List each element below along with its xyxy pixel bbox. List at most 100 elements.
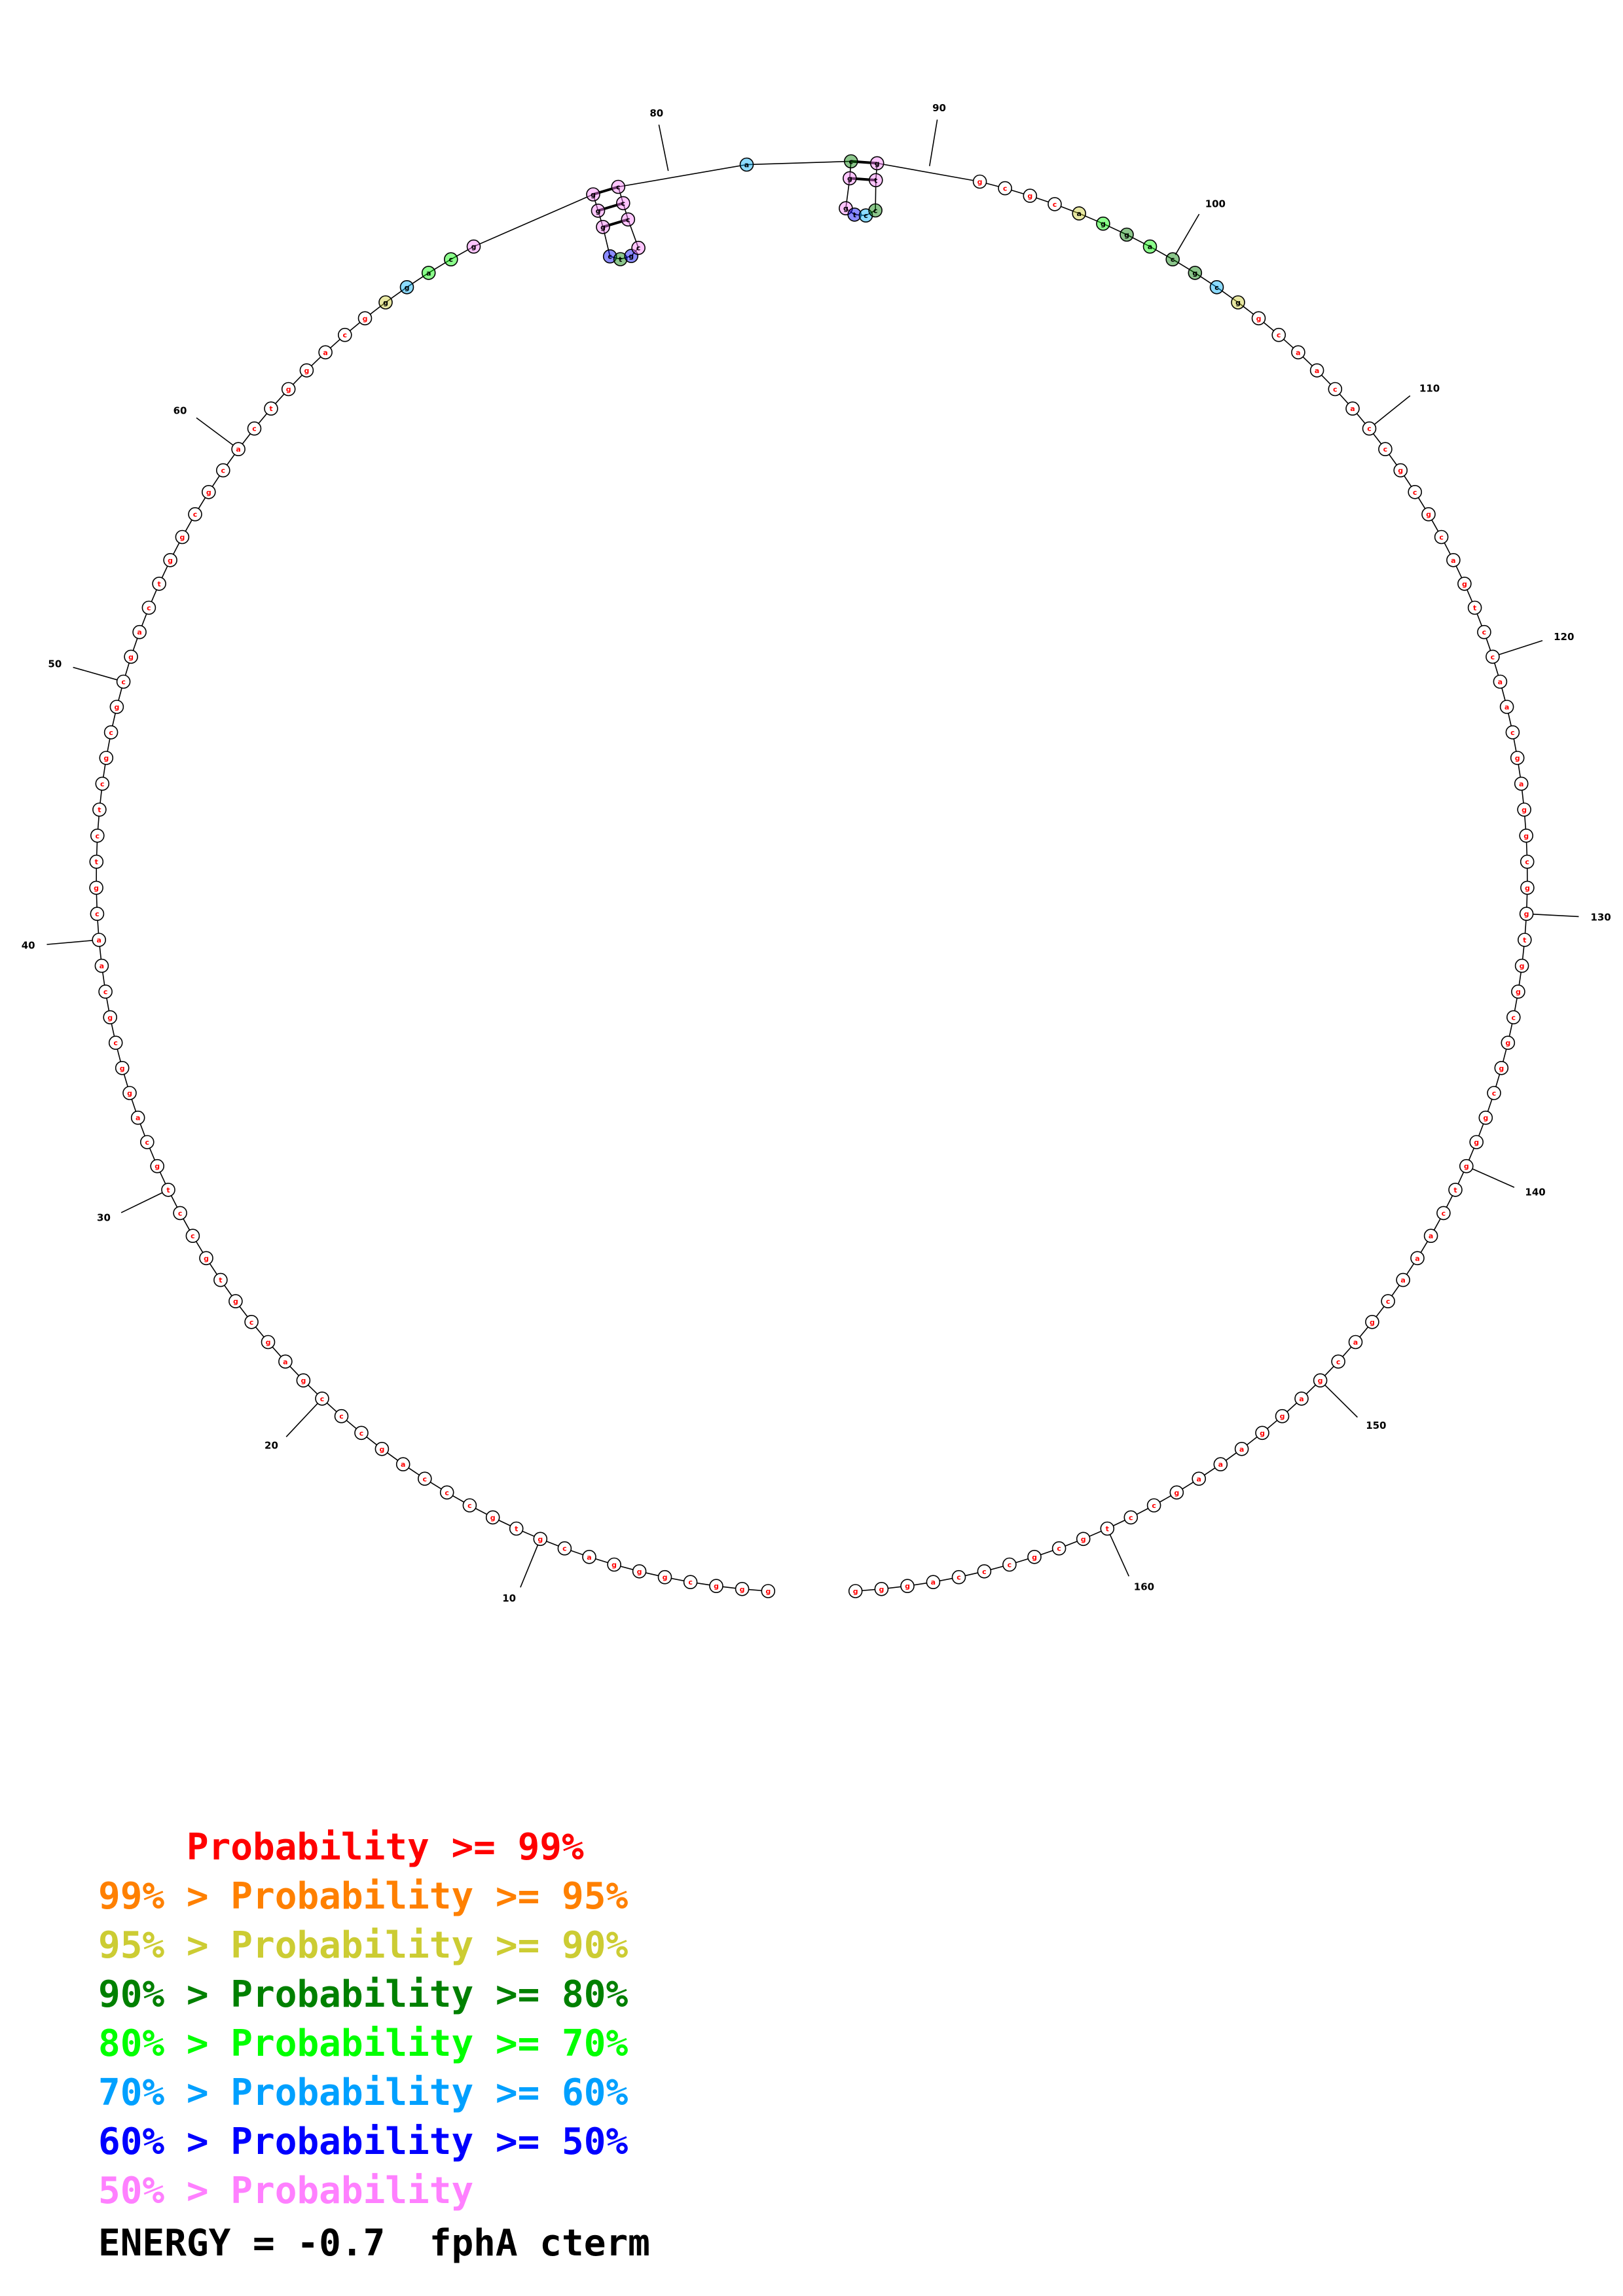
nucleotide-letter: g [114,703,119,711]
nucleotide-circle [1393,463,1408,478]
nucleotide: a [1446,552,1461,567]
nucleotide-letter: g [1525,884,1530,892]
nucleotide: g [399,279,414,295]
nucleotide: c [557,1541,572,1556]
nucleotide-letter: c [864,211,868,220]
nucleotide-circle [1510,751,1525,765]
nucleotide: c [141,600,156,615]
nucleotide-circle [141,600,156,615]
nucleotide-circle [94,958,109,973]
nucleotide: g [296,1373,311,1388]
nucleotide-letter: g [1260,1429,1265,1437]
nucleotide-letter: c [1277,331,1281,340]
nucleotide-letter: c [1491,653,1495,661]
nucleotide: a [1423,1229,1438,1243]
nucleotide-circle [1002,1557,1017,1572]
nucleotide-circle [1234,1442,1249,1456]
nucleotide-circle [613,252,628,266]
nucleotide-circle [130,1110,145,1125]
nucleotide-letter: g [596,207,601,215]
nucleotide: g [201,484,216,499]
nucleotide-letter: a [1148,243,1152,251]
nucleotide-letter: c [445,1488,449,1497]
nucleotide-letter: g [740,1585,745,1594]
nucleotide-letter: g [977,178,983,187]
nucleotide-circle [443,252,458,267]
nucleotide: g [1251,311,1266,326]
nucleotide-circle [1331,1354,1345,1369]
nucleotide: a [1309,363,1324,378]
position-label-110: 110 [1419,382,1440,394]
nucleotide-circle [115,1061,130,1075]
nucleotide: g [466,239,481,254]
nucleotide-letter: g [905,1582,910,1590]
nucleotide-letter: g [286,386,291,394]
nucleotide-letter: c [1525,858,1529,867]
nucleotide-letter: c [636,244,641,253]
nucleotide: t [152,577,166,591]
nucleotide: g [761,1584,776,1598]
nucleotide-letter: g [1192,269,1197,278]
nucleotide-circle [1231,295,1245,310]
nucleotide: a [582,1550,596,1564]
nucleotide: c [1486,649,1500,664]
nucleotide: c [1271,327,1286,342]
nucleotide-circle [735,1582,750,1596]
position-label-10: 10 [502,1592,516,1604]
nucleotide-letter: t [157,580,160,588]
nucleotide: a [318,345,333,360]
nucleotide: g [1510,751,1525,765]
nucleotide-circle [466,239,481,254]
nucleotide-circle [395,1457,410,1471]
nucleotide-circle [683,1575,698,1589]
nucleotide-letter: g [875,159,880,168]
nucleotide-letter: c [221,467,226,475]
nucleotide-letter: c [113,1039,118,1047]
nucleotide: c [417,1471,432,1486]
nucleotide-circle [378,295,393,310]
nucleotide-letter: t [269,404,272,413]
nucleotide: g [586,187,600,202]
nucleotide: g [150,1158,164,1174]
nucleotide: c [1002,1557,1017,1572]
position-tick-120 [1497,639,1543,656]
nucleotide: a [1291,345,1305,360]
nucleotide: a [1192,1471,1206,1486]
nucleotide: g [103,1010,117,1025]
nucleotide-circle [92,933,106,947]
nucleotide: c [337,327,352,342]
nucleotide: c [1048,197,1062,211]
nucleotide-letter: c [249,1318,254,1327]
nucleotide: t [92,802,107,817]
nucleotide: c [621,212,636,227]
nucleotide-letter: g [714,1582,719,1590]
nucleotide-letter: a [236,445,240,454]
nucleotide: c [1434,529,1449,545]
nucleotide-circle [103,725,119,740]
nucleotide-letter: c [1129,1513,1133,1522]
nucleotide-circle [874,1582,889,1596]
nucleotide-letter: c [1510,728,1515,737]
nucleotide: g [1076,1532,1091,1547]
nucleotide: g [1519,829,1533,843]
nucleotide-circle [869,156,884,171]
nucleotide-letter: t [853,211,856,219]
nucleotide-circle [247,421,262,436]
nucleotide: g [109,700,124,714]
nucleotide: c [1165,252,1180,267]
nucleotide-circle [140,1135,155,1149]
nucleotide-letter: c [1003,185,1008,193]
nucleotide-letter: c [1383,445,1388,454]
nucleotide-letter: g [1027,192,1032,200]
nucleotide: a [1142,239,1158,254]
nucleotide-letter: c [147,604,151,613]
nucleotide-letter: c [849,158,854,166]
nucleotide: g [1275,1408,1290,1424]
nucleotide: g [1459,1158,1474,1174]
nucleotide: c [1378,442,1393,457]
nucleotide: c [1506,1010,1521,1025]
nucleotide-letter: c [121,678,126,687]
nucleotide-letter: g [168,556,173,565]
nucleotide-letter: g [1256,314,1262,323]
nucleotide-letter: g [363,314,368,323]
